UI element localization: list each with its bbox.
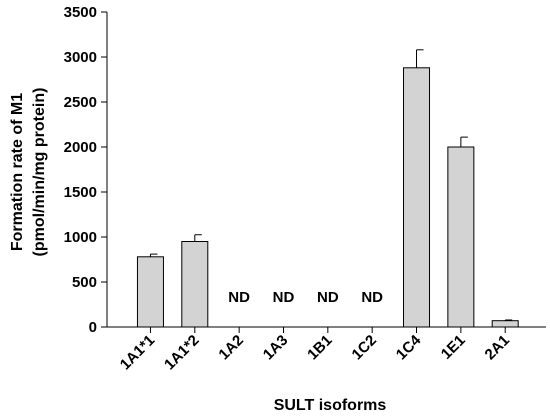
error-bars: [149, 49, 513, 321]
y-tick-label: 0: [89, 319, 97, 336]
y-tick-label: 1500: [64, 184, 97, 201]
bar: [136, 256, 164, 328]
x-tick-label: 1B1: [304, 332, 335, 363]
bar: [447, 146, 475, 328]
x-tick-label: 1A1*1: [117, 332, 159, 374]
y-axis-title-line1: Formation rate of M1: [9, 93, 26, 251]
bar: [181, 241, 209, 328]
x-axis-title: SULT isoforms: [274, 397, 387, 414]
nd-label: ND: [317, 289, 339, 306]
x-tick-label: 1A3: [260, 332, 291, 363]
y-tick-label: 3000: [64, 49, 97, 66]
x-tick-label: 2A1: [482, 332, 513, 363]
bar: [491, 320, 519, 328]
bar: [403, 67, 431, 328]
x-tick-label: 1A1*2: [161, 332, 203, 374]
x-tick-label: 1A2: [215, 332, 246, 363]
nd-label: ND: [273, 289, 295, 306]
y-tick-label: 500: [72, 274, 97, 291]
nd-label: ND: [361, 289, 383, 306]
y-tick-label: 3500: [64, 4, 97, 21]
x-tick-label: 1E1: [438, 332, 469, 363]
y-tick-label: 2000: [64, 139, 97, 156]
x-axis: 1A1*1 1A1*2 1A2 1A3 1B1 1C2 1C4 1E1 2A1: [107, 326, 546, 374]
y-axis-title-line2: (pmol/min/mg protein): [31, 88, 48, 257]
y-tick-label: 2500: [64, 94, 97, 111]
nd-annotations: ND ND ND ND: [228, 289, 383, 306]
y-axis: 0 500 1000 1500 2000 2500 3000 3500: [64, 4, 108, 336]
x-tick-label: 1C2: [349, 332, 380, 363]
nd-label: ND: [228, 289, 250, 306]
x-tick-label: 1C4: [393, 331, 425, 363]
y-tick-label: 1000: [64, 229, 97, 246]
